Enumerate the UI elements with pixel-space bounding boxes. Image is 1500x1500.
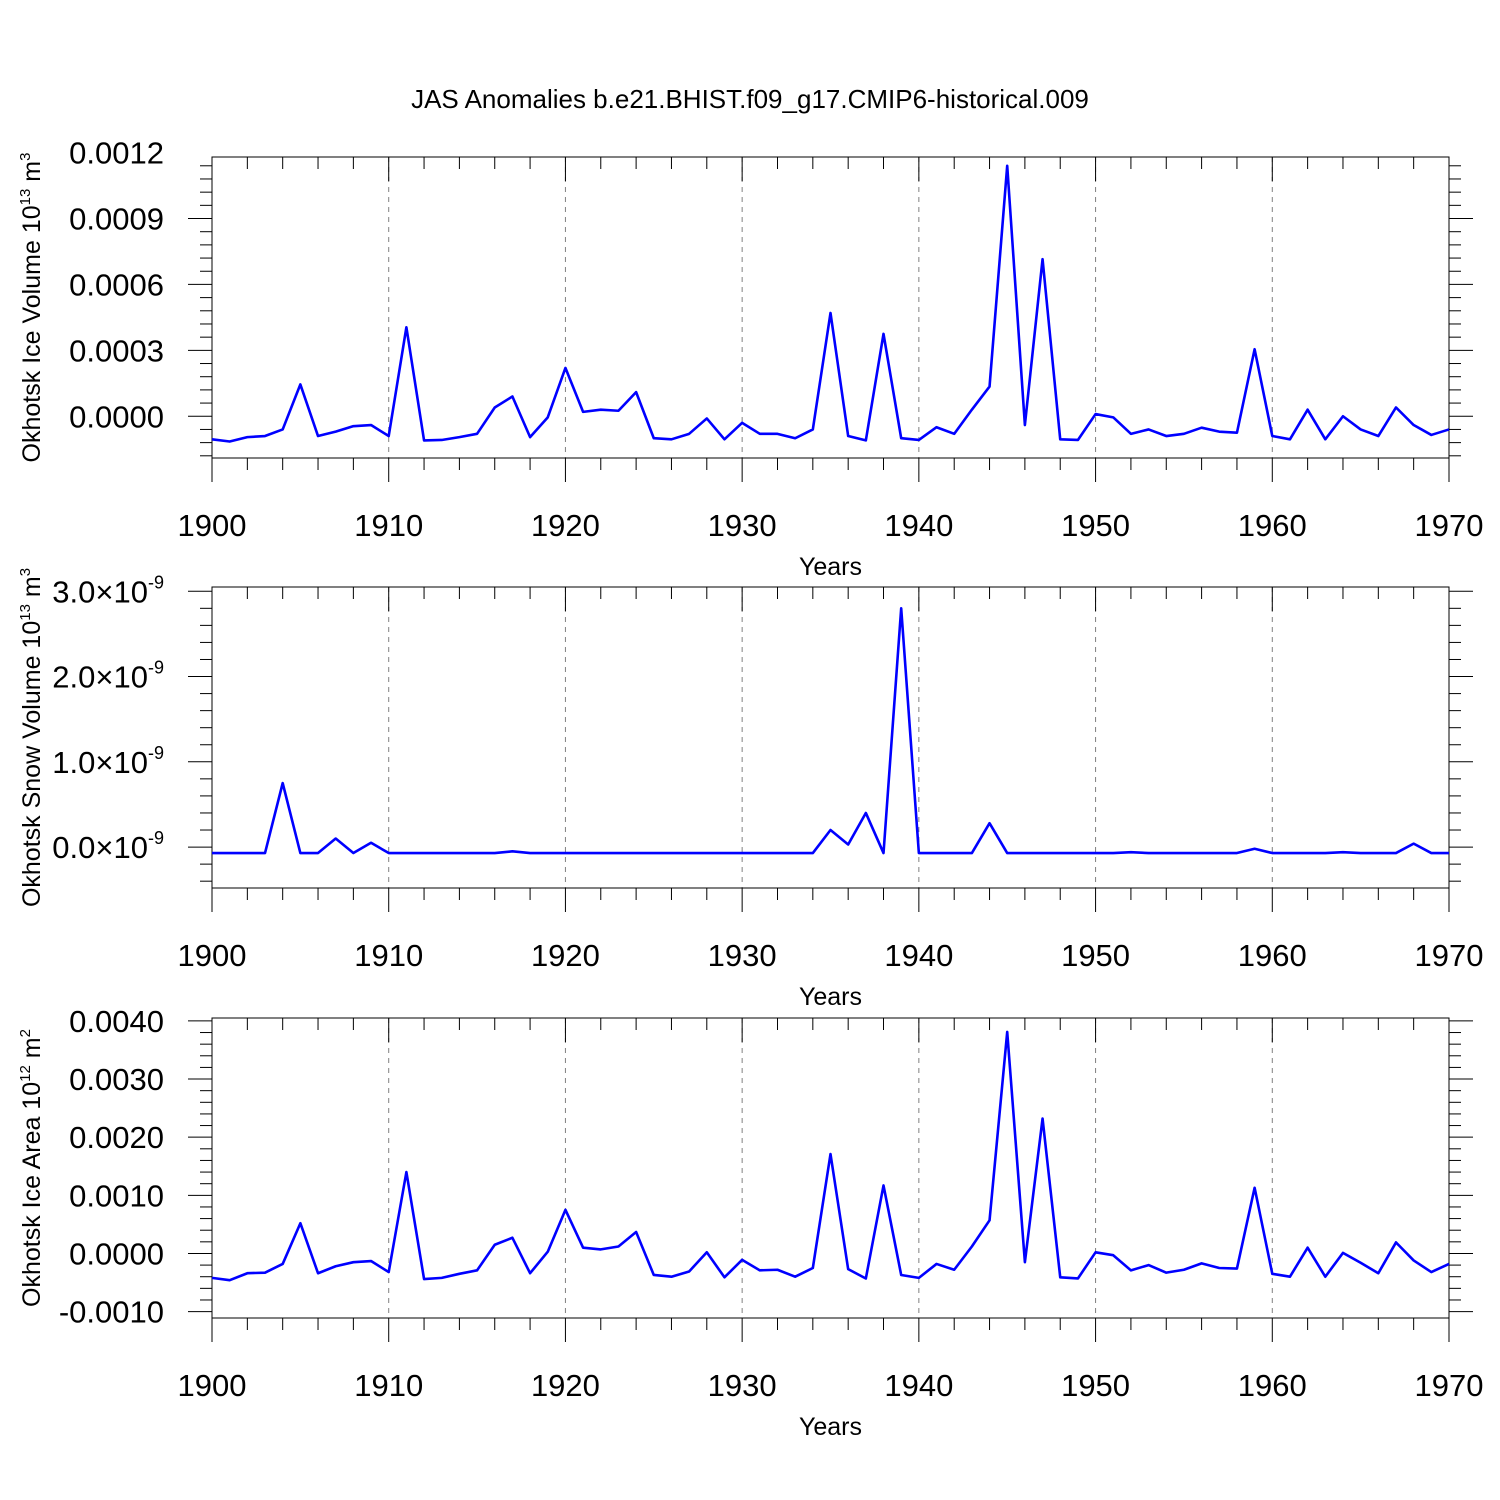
y-tick-label: 0.0010 — [69, 1178, 164, 1213]
y-tick-label: 0.0040 — [69, 1004, 164, 1039]
x-tick-label: 1900 — [178, 938, 247, 973]
y-axis-title: Okhotsk Ice Volume 1013 m3 — [17, 153, 46, 463]
series-line — [211, 164, 1450, 443]
x-axis-title: Years — [799, 983, 862, 1011]
x-tick-label: 1930 — [708, 508, 777, 543]
x-tick-label: 1940 — [884, 938, 953, 973]
x-tick-label: 1920 — [531, 1368, 600, 1403]
x-tick-label: 1900 — [178, 1368, 247, 1403]
y-tick-label: 1.0×10-9 — [52, 743, 164, 780]
y-tick-label: 2.0×10-9 — [52, 658, 164, 695]
x-tick-label: 1940 — [884, 1368, 953, 1403]
y-axis-title: Okhotsk Ice Area 1012 m2 — [17, 1029, 46, 1307]
y-tick-label: 0.0009 — [69, 202, 164, 237]
plot-frame — [211, 1017, 1450, 1319]
y-tick-label: 0.0000 — [69, 1236, 164, 1271]
chart-panel-1: 1900 1910 1920 1930 1940 1950 1960 1970 0.0000 0.… — [17, 136, 1483, 581]
x-tick-label: 1950 — [1061, 938, 1130, 973]
x-tick-label: 1960 — [1238, 508, 1307, 543]
x-tick-label: 1920 — [531, 508, 600, 543]
x-tick-label: 1970 — [1415, 938, 1484, 973]
x-tick-label: 1930 — [708, 1368, 777, 1403]
x-tick-label: 1960 — [1238, 938, 1307, 973]
figure-title: JAS Anomalies b.e21.BHIST.f09_g17.CMIP6-… — [411, 84, 1089, 114]
x-tick-label: 1900 — [178, 508, 247, 543]
chart-panels: 1900 1910 1920 1930 1940 1950 1960 1970 0.0000 0.… — [17, 136, 1483, 1441]
y-tick-label: -0.0010 — [59, 1295, 164, 1330]
series-line — [211, 1030, 1450, 1282]
x-tick-label: 1910 — [354, 508, 423, 543]
x-tick-label: 1930 — [708, 938, 777, 973]
y-tick-label: 0.0003 — [69, 333, 164, 368]
y-tick-label: 0.0006 — [69, 267, 164, 302]
series-line — [212, 607, 1449, 855]
x-tick-label: 1960 — [1238, 1368, 1307, 1403]
y-tick-label: 0.0020 — [69, 1120, 164, 1155]
x-tick-label: 1950 — [1061, 1368, 1130, 1403]
y-tick-label: 0.0×10-9 — [52, 828, 164, 865]
y-axis-title: Okhotsk Snow Volume 1013 m3 — [17, 568, 46, 907]
plot-frame — [211, 156, 1450, 459]
y-tick-label: 0.0000 — [69, 399, 164, 434]
x-tick-label: 1970 — [1415, 508, 1484, 543]
y-tick-label: 3.0×10-9 — [52, 572, 164, 609]
x-axis-title: Years — [799, 1413, 862, 1441]
chart-panel-2: 1900 1910 1920 1930 1940 1950 1960 1970 0.0×10-9… — [17, 568, 1483, 1011]
chart-panel-3: 1900 1910 1920 1930 1940 1950 1960 1970 -0.0010 0… — [17, 1004, 1483, 1441]
y-tick-label: 0.0030 — [69, 1062, 164, 1097]
x-tick-label: 1950 — [1061, 508, 1130, 543]
y-tick-label: 0.0012 — [69, 136, 164, 171]
x-tick-label: 1920 — [531, 938, 600, 973]
x-tick-label: 1940 — [884, 508, 953, 543]
plot-frame — [211, 586, 1450, 889]
x-tick-label: 1970 — [1415, 1368, 1484, 1403]
x-axis-title: Years — [799, 553, 862, 581]
x-tick-label: 1910 — [354, 1368, 423, 1403]
x-tick-label: 1910 — [354, 938, 423, 973]
